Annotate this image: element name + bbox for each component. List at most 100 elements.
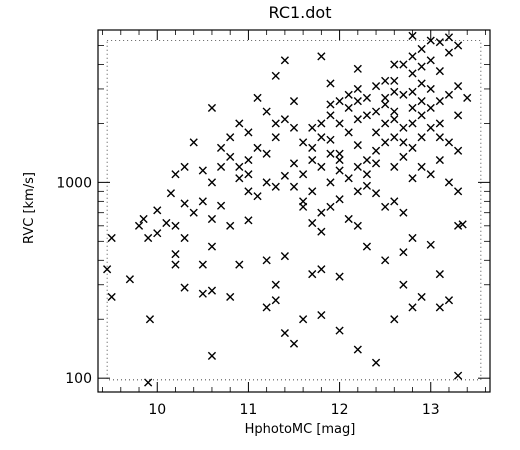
data-point [344,128,353,137]
data-point [103,265,112,274]
data-point [207,178,217,187]
data-point [244,170,253,179]
data-point [335,149,344,158]
data-point [299,138,308,147]
data-point [453,111,463,120]
data-point [180,199,189,208]
data-point [198,166,207,175]
data-point [280,252,289,261]
data-point [280,56,289,65]
data-points [103,31,472,387]
data-point [262,178,271,187]
data-point [253,192,262,201]
data-point [271,296,280,305]
data-point [335,97,344,106]
data-point [144,233,153,243]
data-point [399,208,408,217]
data-point [235,174,244,183]
data-point [399,248,408,257]
data-point [299,170,308,179]
data-point [317,265,326,274]
data-point [134,221,144,230]
data-point [453,146,463,155]
data-point [353,162,362,171]
data-point [362,170,372,179]
data-point [453,187,463,196]
data-point [381,93,390,102]
data-point [326,100,335,109]
data-point [453,41,463,50]
data-point [335,155,344,165]
data-point [335,195,344,204]
data-point [235,119,244,128]
data-point [408,174,417,183]
data-point [226,292,235,302]
data-point [153,206,162,215]
data-point [381,202,390,211]
data-range-box [106,40,482,381]
data-point [371,128,381,137]
data-point [353,345,362,354]
data-point [289,339,299,348]
data-point [280,171,289,180]
data-point [308,155,317,165]
data-point [153,229,162,238]
data-point [408,31,417,40]
data-point [326,202,335,211]
y-tick-label: 100 [65,371,92,387]
data-point [308,270,317,279]
data-point [180,283,189,292]
data-point [426,170,435,179]
data-point [408,52,417,61]
data-point [235,260,244,269]
data-point [144,378,153,387]
axis-ticks: 10 11 12 13 100 1000 [56,29,490,418]
data-point [125,275,135,284]
data-point [371,82,381,91]
data-point [417,62,426,71]
data-point [166,189,176,198]
data-point [317,227,326,236]
data-point [289,123,299,132]
data-point [262,149,271,158]
data-point [317,310,326,320]
data-point [308,218,317,228]
x-tick-label: 11 [240,402,258,418]
data-point [244,187,253,196]
plot-frame [97,29,491,393]
x-tick-label: 13 [422,402,440,418]
data-point [262,303,271,312]
data-point [326,111,335,120]
data-point [271,71,280,80]
data-point [353,64,362,73]
data-point [171,260,180,269]
data-point [207,214,217,224]
data-point [408,103,417,113]
data-point [280,115,289,124]
data-point [216,162,226,171]
data-point [226,152,235,161]
data-point [453,371,463,380]
data-point [344,174,353,183]
data-point [399,123,408,132]
data-point [162,218,171,228]
data-point [417,79,426,88]
data-point [399,60,408,69]
data-point [390,133,399,142]
data-point [408,69,417,78]
data-point [216,143,226,152]
data-point [244,216,253,225]
data-point [444,33,454,42]
data-point [198,197,207,206]
data-point [444,296,454,305]
data-point [262,107,271,116]
data-point [408,303,417,312]
data-point [399,138,408,147]
data-point [335,326,344,335]
data-point [253,93,262,102]
data-point [207,286,217,295]
data-point [444,178,454,187]
data-point [326,79,335,88]
data-point [390,162,399,171]
data-point [408,87,417,96]
